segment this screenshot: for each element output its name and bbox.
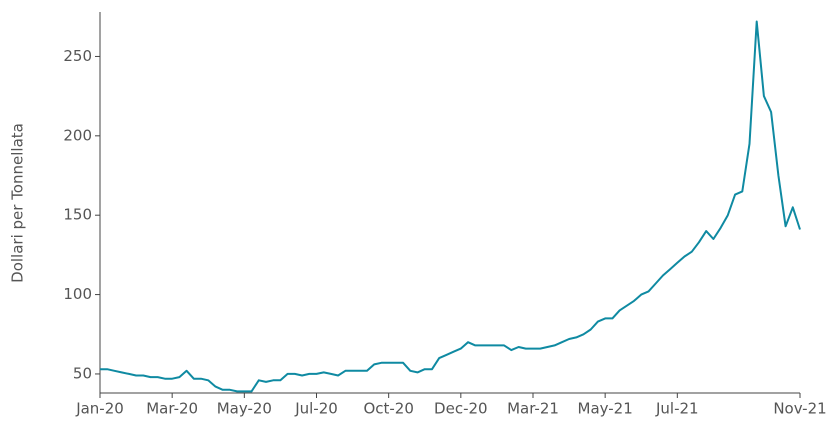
x-tick-label: May-21	[578, 400, 633, 418]
y-tick-label: 150	[63, 206, 92, 224]
y-tick-label: 100	[63, 285, 92, 303]
x-tick-label: Mar-20	[146, 400, 198, 418]
x-tick-label: Dec-20	[434, 400, 488, 418]
line-series	[100, 20, 801, 393]
x-tick-label: Oct-20	[363, 400, 413, 418]
x-tick-label: Nov-21	[773, 400, 826, 418]
y-tick-label: 250	[63, 47, 92, 65]
x-tick-label: Jul-20	[294, 400, 338, 418]
y-axis-label: Dollari per Tonnellata	[9, 123, 27, 283]
x-tick-label: Jan-20	[75, 400, 124, 418]
x-tick-label: May-20	[217, 400, 272, 418]
x-tick-label: Jul-21	[655, 400, 699, 418]
y-tick-label: 200	[63, 126, 92, 144]
y-tick-label: 50	[73, 364, 92, 382]
x-tick-label: Mar-21	[507, 400, 559, 418]
